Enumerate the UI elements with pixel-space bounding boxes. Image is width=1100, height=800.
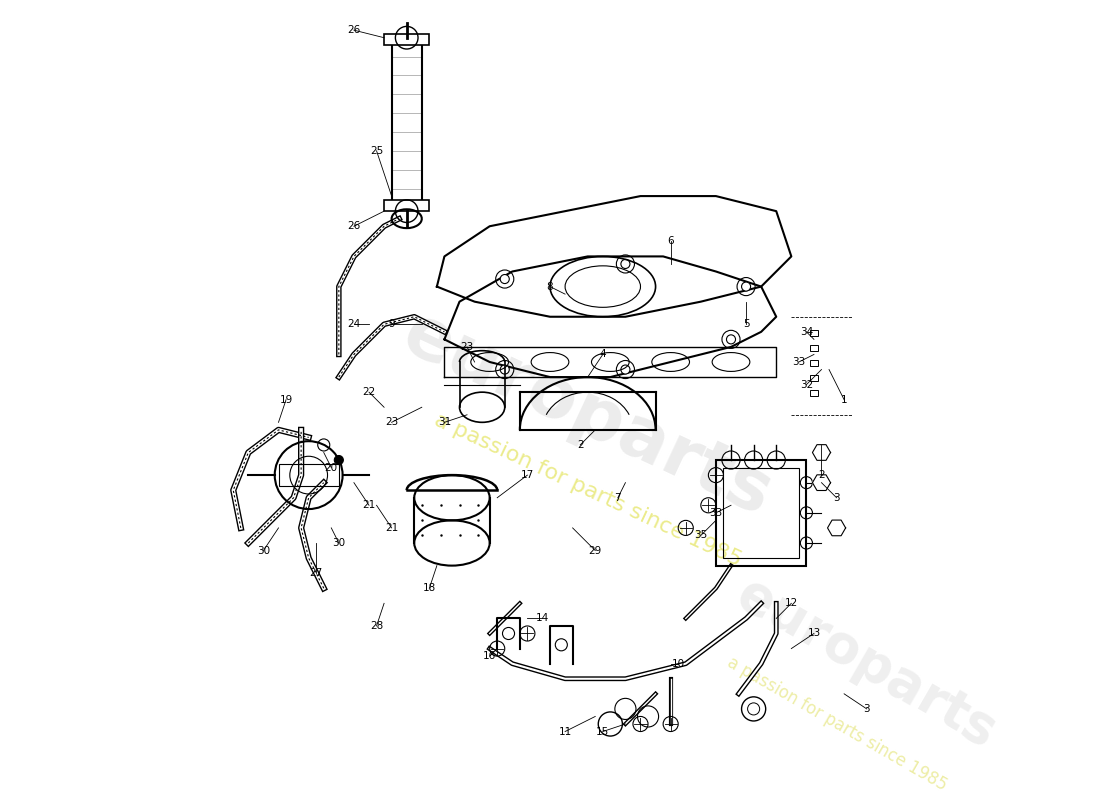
Text: a passion for parts since 1985: a passion for parts since 1985: [724, 654, 949, 794]
Text: 30: 30: [332, 538, 345, 548]
Text: 34: 34: [800, 327, 813, 337]
Text: 15: 15: [596, 726, 609, 737]
Text: 31: 31: [438, 418, 451, 427]
Text: 11: 11: [559, 726, 572, 737]
Text: 7: 7: [615, 493, 622, 502]
Text: europarts: europarts: [392, 299, 783, 530]
Text: 32: 32: [800, 380, 813, 390]
Text: 21: 21: [362, 500, 375, 510]
Bar: [811, 390, 817, 396]
Circle shape: [620, 259, 630, 269]
Text: 35: 35: [694, 530, 707, 541]
Text: 23: 23: [461, 342, 474, 352]
Bar: [716, 460, 806, 566]
Text: 23: 23: [385, 418, 398, 427]
Circle shape: [726, 335, 736, 344]
Text: 4: 4: [600, 350, 606, 359]
Text: 30: 30: [257, 546, 270, 555]
Text: 17: 17: [520, 470, 534, 480]
Circle shape: [620, 365, 630, 374]
Text: europarts: europarts: [728, 568, 1005, 759]
Bar: [384, 200, 429, 211]
Bar: [811, 345, 817, 350]
Text: 20: 20: [324, 462, 338, 473]
Polygon shape: [813, 475, 830, 490]
Text: 13: 13: [807, 629, 821, 638]
Bar: [278, 464, 339, 486]
Text: 24: 24: [348, 319, 361, 330]
Text: 14: 14: [536, 614, 549, 623]
Text: 19: 19: [279, 394, 293, 405]
Circle shape: [334, 455, 343, 465]
Circle shape: [500, 365, 509, 374]
Text: a passion for parts since 1985: a passion for parts since 1985: [431, 410, 745, 570]
Polygon shape: [827, 520, 846, 536]
Text: 22: 22: [362, 387, 375, 397]
Text: 5: 5: [742, 319, 749, 330]
Text: 25: 25: [370, 146, 383, 156]
Text: 2: 2: [576, 440, 583, 450]
Bar: [811, 360, 817, 366]
Text: 12: 12: [784, 598, 798, 608]
Polygon shape: [813, 445, 830, 460]
Bar: [392, 38, 421, 204]
Text: 10: 10: [672, 658, 685, 669]
Bar: [724, 467, 799, 558]
Circle shape: [741, 282, 750, 291]
Bar: [384, 34, 429, 46]
Text: 2: 2: [818, 470, 825, 480]
Text: 16: 16: [483, 651, 496, 661]
Bar: [811, 330, 817, 336]
Text: 27: 27: [309, 568, 322, 578]
Text: 33: 33: [710, 508, 723, 518]
Text: 3: 3: [834, 493, 840, 502]
Text: 3: 3: [864, 704, 870, 714]
Text: 8: 8: [547, 282, 553, 291]
Text: 28: 28: [370, 621, 383, 631]
Text: 26: 26: [348, 222, 361, 231]
Text: 1: 1: [840, 394, 847, 405]
Text: 21: 21: [385, 523, 398, 533]
Text: 33: 33: [792, 357, 805, 367]
Text: 6: 6: [668, 236, 674, 246]
Text: 29: 29: [588, 546, 602, 555]
Text: 18: 18: [422, 583, 436, 594]
Text: 26: 26: [348, 25, 361, 35]
Text: 9: 9: [388, 319, 395, 330]
Bar: [811, 375, 817, 381]
Circle shape: [500, 274, 509, 283]
